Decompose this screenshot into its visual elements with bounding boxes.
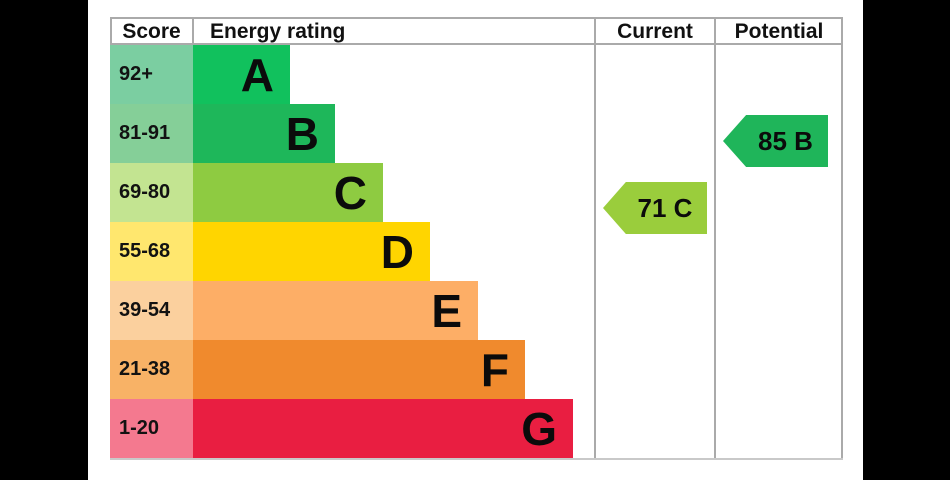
- band-row-d: 55-68 D: [110, 222, 843, 281]
- grid-top-line: [110, 17, 843, 19]
- grid-left-header-line: [110, 17, 112, 45]
- column-header-score: Score: [110, 18, 193, 45]
- grid-current-left-line: [594, 17, 596, 460]
- score-range-a: 92+: [110, 45, 193, 104]
- grid-header-bottom-line: [110, 43, 843, 45]
- band-row-g: 1-20 G: [110, 399, 843, 458]
- score-range-e: 39-54: [110, 281, 193, 340]
- grade-letter-a: A: [240, 48, 274, 101]
- band-row-f: 21-38 F: [110, 340, 843, 399]
- score-range-g: 1-20: [110, 399, 193, 458]
- column-header-current: Current: [595, 18, 715, 45]
- grade-letter-g: G: [521, 402, 557, 455]
- grade-bar-f: F: [193, 340, 525, 399]
- grid-right-line: [841, 17, 843, 460]
- grade-letter-c: C: [333, 166, 367, 219]
- grade-bar-c: C: [193, 163, 383, 222]
- grade-letter-d: D: [380, 225, 414, 278]
- column-header-potential: Potential: [715, 18, 843, 45]
- grade-bar-a: A: [193, 45, 290, 104]
- energy-band-rows: 92+ A 81-91 B 69-80 C 55-68 D 39-54: [110, 45, 843, 458]
- grid-bottom-line: [110, 458, 843, 460]
- grade-bar-b: B: [193, 104, 335, 163]
- score-range-d: 55-68: [110, 222, 193, 281]
- score-range-b: 81-91: [110, 104, 193, 163]
- grade-letter-e: E: [431, 284, 462, 337]
- grade-bar-d: D: [193, 222, 430, 281]
- band-row-c: 69-80 C: [110, 163, 843, 222]
- score-range-f: 21-38: [110, 340, 193, 399]
- grade-bar-e: E: [193, 281, 478, 340]
- grade-letter-b: B: [285, 107, 319, 160]
- grade-letter-f: F: [480, 343, 509, 396]
- band-row-e: 39-54 E: [110, 281, 843, 340]
- band-row-a: 92+ A: [110, 45, 843, 104]
- column-header-energy-rating: Energy rating: [193, 18, 595, 45]
- grid-potential-left-line: [714, 17, 716, 460]
- potential-rating-arrow: 85 B: [723, 115, 828, 167]
- score-range-c: 69-80: [110, 163, 193, 222]
- band-row-b: 81-91 B: [110, 104, 843, 163]
- current-rating-arrow: 71 C: [603, 182, 707, 234]
- grid-score-divider-line: [192, 17, 194, 45]
- grade-bar-g: G: [193, 399, 573, 458]
